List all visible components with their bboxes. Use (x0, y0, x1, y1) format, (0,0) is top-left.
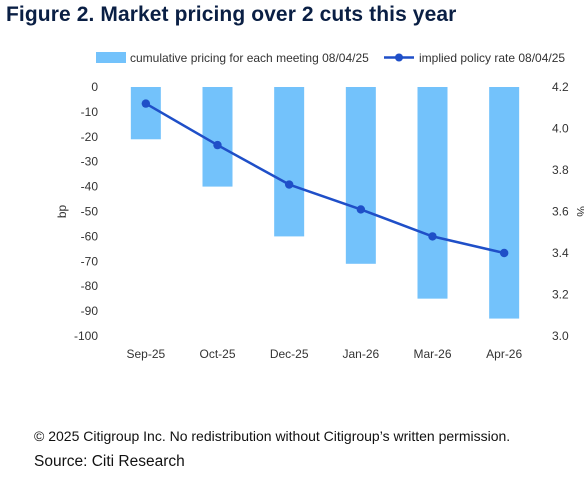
y-axis-title-right: % (574, 206, 584, 217)
left-tick-label: -80 (81, 279, 99, 293)
legend-label-bars: cumulative pricing for each meeting 08/0… (130, 51, 369, 65)
bars-group (130, 87, 520, 319)
right-tick-label: 3.6 (552, 205, 569, 219)
bar-Jan-26 (345, 87, 376, 264)
left-tick-label: -90 (81, 304, 99, 318)
policy-rate-point-Apr-26 (499, 248, 509, 258)
left-tick-label: -60 (81, 229, 99, 243)
right-tick-label: 3.0 (552, 329, 569, 343)
left-tick-label: 0 (91, 80, 98, 94)
x-tick-label: Sep-25 (126, 347, 165, 361)
legend-label-line: implied policy rate 08/04/25 (419, 51, 565, 65)
policy-rate-point-Oct-25 (213, 140, 222, 150)
left-tick-label: -20 (81, 130, 99, 144)
policy-rate-point-Dec-25 (284, 180, 294, 189)
figure-title: Figure 2. Market pricing over 2 cuts thi… (6, 3, 457, 26)
policy-rate-point-Sep-25 (141, 99, 151, 108)
x-tick-label: Dec-25 (270, 347, 309, 361)
left-tick-label: -50 (81, 205, 99, 219)
left-tick-label: -30 (81, 155, 99, 169)
copyright-note: © 2025 Citigroup Inc. No redistribution … (34, 428, 511, 444)
x-tick-label: Oct-25 (199, 347, 235, 361)
bar-Mar-26 (417, 87, 448, 299)
y-axis-title-left: bp (55, 205, 69, 219)
axes-group: 0 -10 -20 -30 -40 -50 -60 -70 -80 -90 -100 4.2 4.0 3.… (55, 80, 584, 361)
policy-rate-line (145, 102, 505, 255)
policy-rate-point-Mar-26 (428, 232, 437, 241)
combo-chart: cumulative pricing for each meeting 08/0… (55, 51, 584, 361)
right-tick-label: 4.0 (552, 122, 569, 136)
right-tick-label: 3.2 (552, 288, 569, 302)
bar-Dec-25 (274, 87, 305, 237)
line-group (141, 99, 509, 258)
left-tick-label: -100 (74, 329, 98, 343)
right-tick-label: 3.8 (552, 163, 569, 177)
legend-marker-line (395, 53, 403, 62)
x-tick-label: Mar-26 (413, 347, 451, 361)
policy-rate-point-Jan-26 (356, 205, 366, 214)
legend-swatch-bars (96, 52, 126, 63)
bar-Oct-25 (202, 87, 233, 187)
bar-Sep-25 (130, 87, 161, 140)
left-tick-label: -40 (81, 180, 99, 194)
source-note: Source: Citi Research (34, 453, 185, 470)
left-tick-label: -70 (81, 254, 99, 268)
left-tick-label: -10 (81, 105, 99, 119)
x-tick-label: Apr-26 (486, 347, 522, 361)
right-tick-label: 3.4 (552, 246, 569, 260)
right-tick-label: 4.2 (552, 80, 569, 94)
bar-Apr-26 (489, 87, 520, 319)
x-tick-label: Jan-26 (342, 347, 379, 361)
legend: cumulative pricing for each meeting 08/0… (96, 51, 565, 65)
